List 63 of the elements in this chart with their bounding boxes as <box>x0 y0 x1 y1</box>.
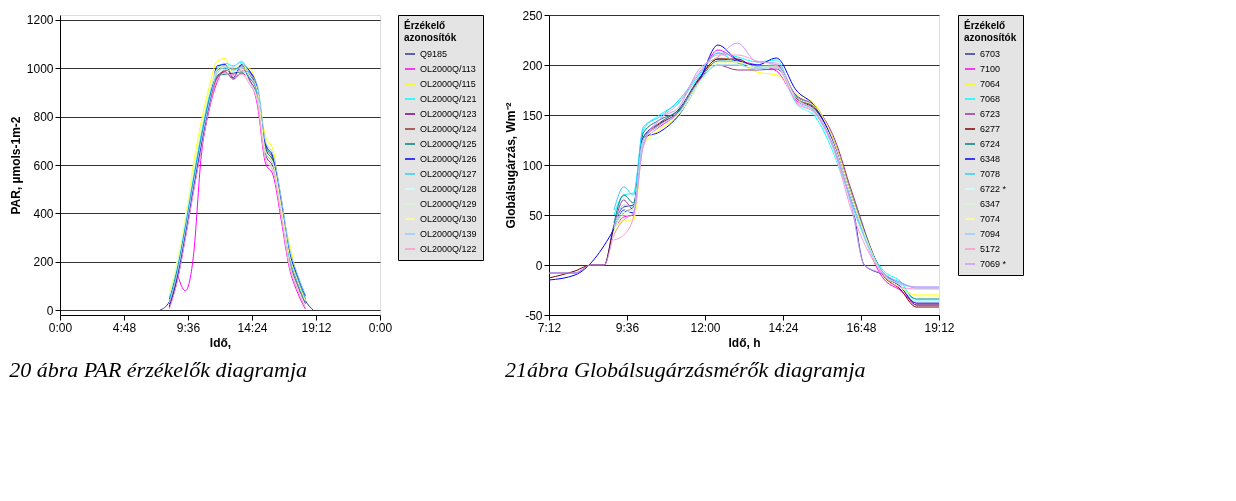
x-tick-label: 12:00 <box>690 320 721 335</box>
x-tick-label: 19:12 <box>924 320 955 335</box>
y-tick-label: 100 <box>522 158 543 173</box>
legend-label: OL2000Q/124 <box>420 124 477 134</box>
y-axis-title: PAR, µmols-1m-2 <box>8 116 23 215</box>
y-tick-label: 250 <box>522 8 543 23</box>
legend-label: 7100 <box>980 64 1001 74</box>
y-tick-label: 200 <box>522 58 543 73</box>
y-tick-label: 150 <box>522 108 543 123</box>
legend-label: 7069 * <box>980 259 1007 269</box>
y-tick-label: 600 <box>33 158 54 173</box>
y-tick-label: 800 <box>33 110 54 125</box>
legend-label: OL2000Q/123 <box>420 109 477 119</box>
y-tick-label: 1000 <box>26 61 54 76</box>
text: 20 ábra PAR érzékelők diagramja <box>9 357 308 382</box>
legend-label: 7094 <box>980 229 1001 239</box>
x-tick-label: 0:00 <box>48 320 73 335</box>
x-axis-title: Idő, <box>209 335 232 350</box>
y-tick-label: 200 <box>33 255 54 270</box>
legend-label: 5172 <box>980 244 1001 254</box>
x-tick-label: 7:12 <box>537 320 562 335</box>
legend-title: Érzékelő azonosítók <box>404 19 457 43</box>
legend-title: Érzékelő azonosítók <box>964 19 1017 43</box>
legend-label: 7074 <box>980 214 1001 224</box>
y-tick-label: -50 <box>525 308 543 323</box>
legend-label: Q9185 <box>420 49 448 59</box>
legend-label: 7064 <box>980 79 1001 89</box>
x-tick-label: 14:24 <box>768 320 799 335</box>
legend-label: 6722 * <box>980 184 1007 194</box>
x-tick-label: 4:48 <box>112 320 137 335</box>
legend-label: 6723 <box>980 109 1001 119</box>
x-tick-label: 9:36 <box>176 320 201 335</box>
y-tick-label: 50 <box>529 208 543 223</box>
legend-label: OL2000Q/122 <box>420 244 477 254</box>
legend-label: 7078 <box>980 169 1001 179</box>
legend-label: OL2000Q/113 <box>420 64 476 74</box>
legend-label: 6347 <box>980 199 1001 209</box>
x-tick-label: 16:48 <box>846 320 877 335</box>
y-axis-title: Globálsugárzás, Wm⁻² <box>504 102 519 229</box>
x-tick-label: 14:24 <box>237 320 268 335</box>
legend-label: OL2000Q/125 <box>420 139 477 149</box>
y-tick-label: 0 <box>46 303 54 318</box>
legend-label: 7068 <box>980 94 1001 104</box>
x-axis-title: Idő, h <box>728 335 761 350</box>
text: 21ábra Globálsugárzásmérők diagramja <box>504 357 866 382</box>
x-tick-label: 19:12 <box>301 320 332 335</box>
legend-label: OL2000Q/115 <box>420 79 476 89</box>
legend-label: OL2000Q/129 <box>420 199 477 209</box>
y-tick-label: 400 <box>33 206 54 221</box>
legend-label: OL2000Q/121 <box>420 94 477 104</box>
legend-label: 6348 <box>980 154 1001 164</box>
legend-label: 6724 <box>980 139 1001 149</box>
legend-label: OL2000Q/139 <box>420 229 477 239</box>
x-tick-label: 9:36 <box>615 320 640 335</box>
legend-label: OL2000Q/130 <box>420 214 477 224</box>
legend-label: OL2000Q/127 <box>420 169 477 179</box>
legend-label: OL2000Q/126 <box>420 154 477 164</box>
legend-label: OL2000Q/128 <box>420 184 477 194</box>
y-tick-label: 0 <box>535 258 543 273</box>
legend-label: 6703 <box>980 49 1001 59</box>
x-tick-label: 0:00 <box>368 320 393 335</box>
y-tick-label: 1200 <box>26 13 54 28</box>
legend-label: 6277 <box>980 124 1001 134</box>
